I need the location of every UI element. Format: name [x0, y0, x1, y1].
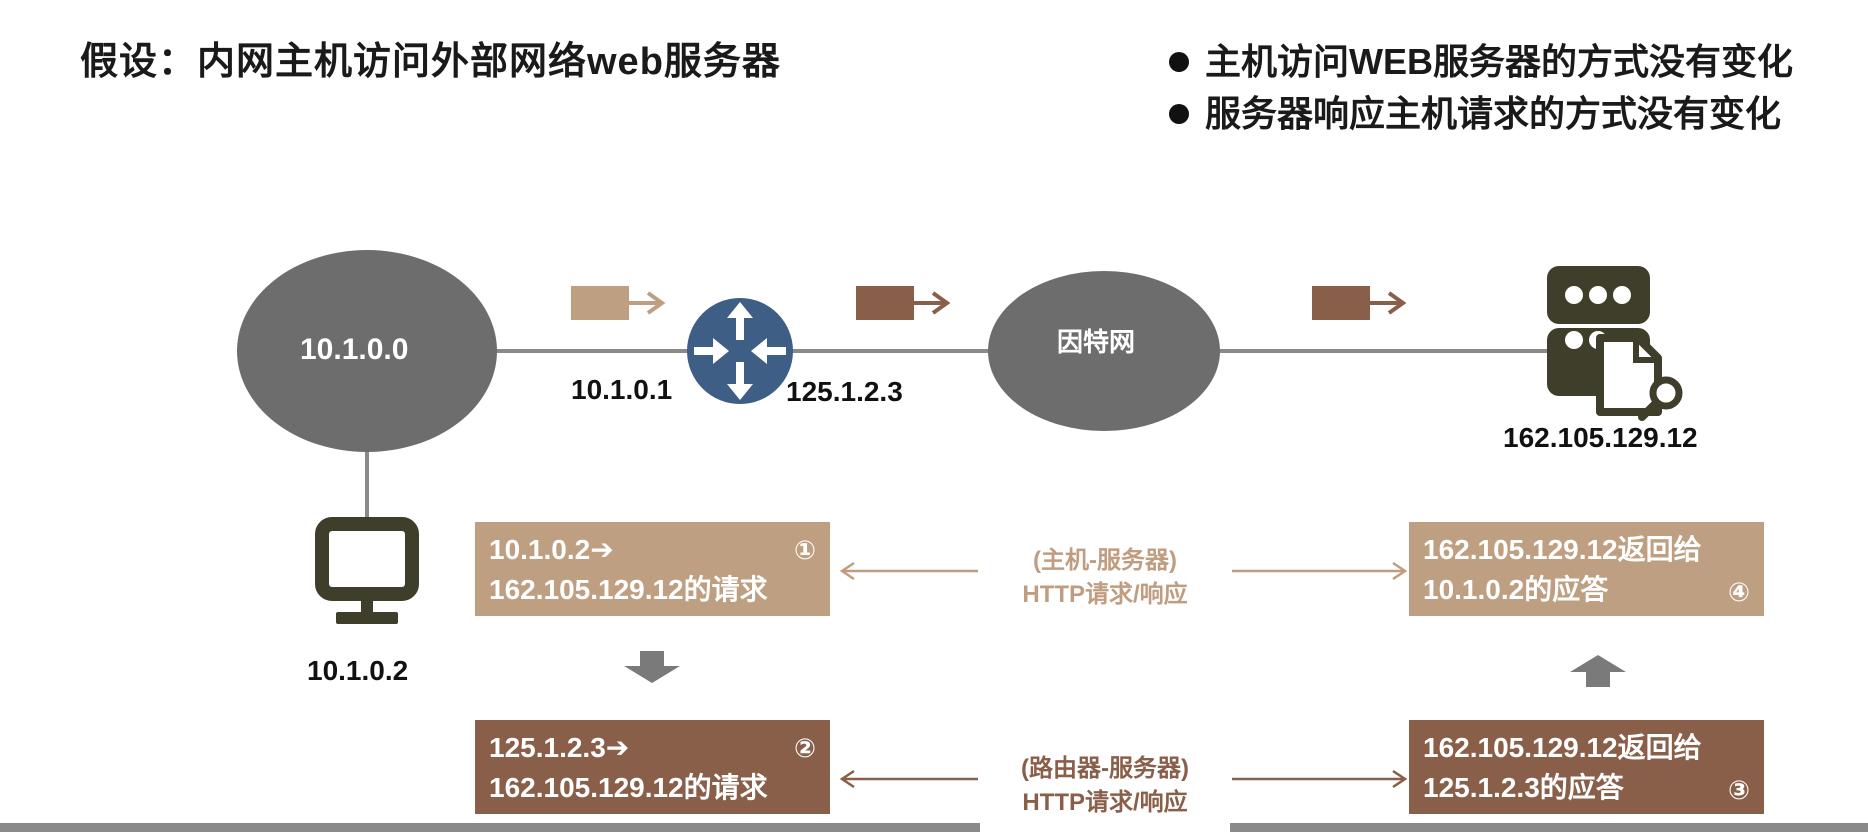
step-number: ③	[1727, 775, 1750, 805]
bullet-item: 服务器响应主机请求的方式没有变化	[1165, 88, 1793, 140]
box-line: 162.105.129.12的请求	[489, 574, 768, 605]
up-arrow-icon	[1570, 655, 1626, 687]
caption-line: HTTP请求/响应	[1022, 581, 1188, 608]
step-number: ②	[793, 733, 816, 763]
step-number: ①	[793, 535, 816, 565]
router-inside-ip: 10.1.0.1	[571, 374, 673, 405]
router-icon	[687, 298, 793, 404]
step-number: ④	[1727, 577, 1750, 607]
caption-line: HTTP请求/响应	[1022, 789, 1188, 816]
assumption-list: 主机访问WEB服务器的方式没有变化 服务器响应主机请求的方式没有变化	[1165, 36, 1793, 140]
bullet-item: 主机访问WEB服务器的方式没有变化	[1165, 36, 1793, 88]
request-box-router: 125.1.2.3➔ 162.105.129.12的请求 ②	[475, 720, 830, 814]
caption-line: (主机-服务器)	[1033, 547, 1177, 574]
http-arrow-top	[839, 561, 1408, 581]
lan-label: 10.1.0.0	[300, 333, 409, 366]
internet-label: 因特网	[1057, 328, 1136, 358]
bottom-bar	[0, 823, 980, 832]
host-ip: 10.1.0.2	[307, 655, 409, 686]
request-box-host: 10.1.0.2➔ 162.105.129.12的请求 ①	[475, 522, 830, 616]
packet-arrow-icon	[571, 286, 666, 320]
packet-arrow-icon	[1312, 286, 1407, 320]
bullet-text: 服务器响应主机请求的方式没有变化	[1205, 93, 1782, 134]
box-line: 125.1.2.3➔	[489, 732, 630, 763]
bottom-bar	[1230, 823, 1868, 832]
server-ip: 162.105.129.12	[1503, 422, 1698, 453]
down-arrow-icon	[624, 651, 680, 683]
bullet-dot-icon	[1169, 52, 1189, 72]
page-title: 假设：内网主机访问外部网络web服务器	[80, 41, 781, 83]
box-line: 125.1.2.3的应答	[1423, 772, 1624, 803]
response-box-router: 162.105.129.12返回给 125.1.2.3的应答 ③	[1409, 720, 1764, 814]
host-computer-icon	[315, 517, 419, 624]
box-line: 10.1.0.2➔	[489, 534, 614, 565]
internet-node	[988, 271, 1220, 431]
box-line: 162.105.129.12返回给	[1423, 534, 1702, 565]
bullet-text: 主机访问WEB服务器的方式没有变化	[1205, 41, 1793, 82]
http-caption-top: (主机-服务器) HTTP请求/响应	[995, 544, 1215, 612]
lan-cloud-node	[237, 250, 497, 452]
http-arrow-bottom	[839, 769, 1408, 789]
caption-line: (路由器-服务器)	[1021, 755, 1189, 782]
box-line: 10.1.0.2的应答	[1423, 574, 1609, 605]
server-icon	[1547, 266, 1683, 421]
response-box-host: 162.105.129.12返回给 10.1.0.2的应答 ④	[1409, 522, 1764, 616]
packet-arrow-icon	[856, 286, 951, 320]
http-caption-bottom: (路由器-服务器) HTTP请求/响应	[995, 752, 1215, 820]
box-line: 162.105.129.12的请求	[489, 772, 768, 803]
router-outside-ip: 125.1.2.3	[786, 376, 903, 407]
box-line: 162.105.129.12返回给	[1423, 732, 1702, 763]
bullet-dot-icon	[1169, 104, 1189, 124]
